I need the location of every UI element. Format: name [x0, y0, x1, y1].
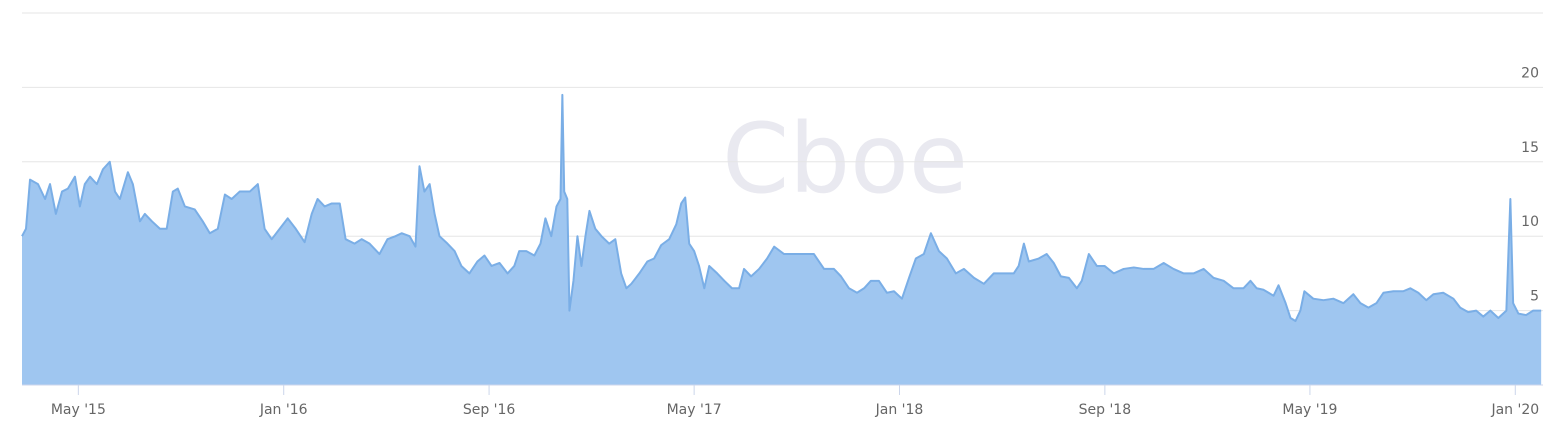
area-fill [22, 94, 1542, 385]
x-tick-label: Jan '20 [1490, 402, 1539, 418]
area-line [21, 93, 1542, 323]
watermark: Cboe [722, 103, 968, 215]
x-tick-label: Sep '18 [1079, 402, 1132, 418]
x-tick-label: May '19 [1282, 402, 1337, 418]
x-tick-label: Jan '16 [259, 402, 308, 418]
y-tick-label: 15 [1521, 140, 1539, 156]
y-tick-label: 5 [1530, 289, 1539, 305]
y-tick-label: 10 [1521, 214, 1539, 230]
x-tick-label: Jan '18 [875, 402, 924, 418]
x-tick-label: Sep '16 [463, 402, 516, 418]
y-tick-label: 20 [1521, 65, 1539, 81]
x-tick-label: May '15 [51, 402, 106, 418]
x-tick-label: May '17 [667, 402, 722, 418]
